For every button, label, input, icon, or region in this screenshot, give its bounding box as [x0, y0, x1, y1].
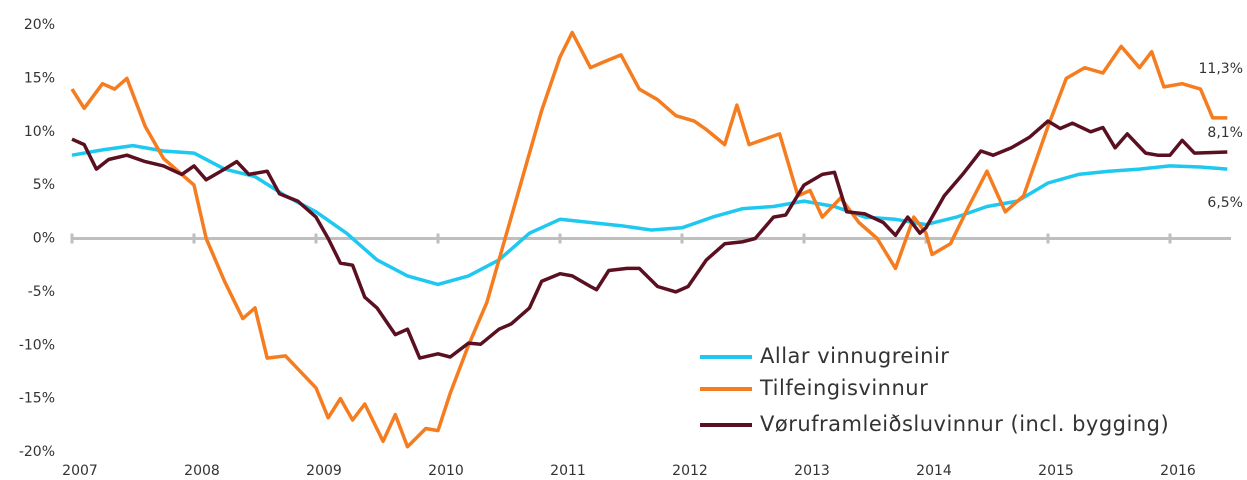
x-tick-label: 2012: [672, 463, 708, 479]
y-tick-label: 10%: [24, 124, 55, 140]
x-tick-label: 2009: [306, 463, 342, 479]
series-line: [71, 143, 1228, 287]
end-label: 8,1%: [1207, 125, 1243, 141]
x-tick-label: 2011: [550, 463, 586, 479]
series-line: [70, 30, 1228, 449]
x-tick-label: 2007: [62, 463, 98, 479]
x-tick-label: 2016: [1160, 463, 1196, 479]
series-line: [71, 119, 1228, 360]
y-tick-label: -20%: [19, 444, 55, 460]
y-tick-label: 0%: [33, 231, 55, 247]
x-tick-label: 2013: [794, 463, 830, 479]
y-tick-label: 20%: [24, 17, 55, 33]
y-tick-label: -10%: [19, 337, 55, 353]
y-tick-label: 5%: [33, 177, 55, 193]
y-tick-label: -15%: [19, 391, 55, 407]
x-tick-label: 2014: [916, 463, 952, 479]
end-label: 11,3%: [1199, 61, 1243, 77]
x-tick-label: 2008: [184, 463, 220, 479]
x-tick-label: 2010: [428, 463, 464, 479]
legend-label: Tilfeingisvinnur: [759, 376, 928, 400]
end-label: 6,5%: [1207, 195, 1243, 211]
legend-label: Vøruframleiðsluvinnur (incl. bygging): [760, 412, 1169, 436]
x-tick-label: 2015: [1038, 463, 1074, 479]
legend-label: Allar vinnugreinir: [760, 344, 949, 368]
y-tick-label: -5%: [28, 284, 55, 300]
y-tick-label: 15%: [24, 70, 55, 86]
legend: Allar vinnugreinir Tilfeingisvinnur Vørufr…: [700, 344, 1169, 436]
